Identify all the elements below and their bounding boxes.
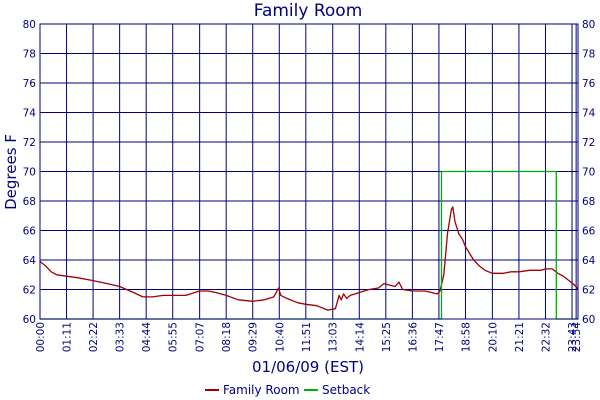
chart-title: Family Room [254,1,363,21]
y-tick-label: 62 [23,285,36,297]
y-tick-label: 66 [23,226,37,238]
legend-label: Setback [322,383,370,397]
x-tick-label: 05:55 [168,322,180,352]
y-tick-label: 78 [23,49,36,61]
y-tick-label-right: 78 [582,49,595,61]
y-tick-label: 80 [23,19,36,31]
y-tick-label: 70 [23,167,36,179]
x-tick-label: 23:54 [571,322,583,353]
y-tick-label-right: 60 [582,314,595,326]
y-tick-label-right: 80 [582,19,595,31]
legend-label: Family Room [223,383,300,397]
x-tick-label: 20:10 [487,322,499,352]
y-tick-label: 76 [23,78,37,90]
x-axis-ticks: 00:00 01:11 02:22 03:33 04:44 05:55 07:07 08:18… [35,322,583,353]
y-axis-left-ticks: 60 62 64 66 68 70 72 74 76 78 80 [23,19,37,326]
y-tick-label-right: 66 [582,226,596,238]
y-tick-label-right: 68 [582,196,595,208]
x-tick-label: 04:44 [141,322,153,353]
x-tick-label: 10:40 [274,322,286,352]
x-tick-label: 18:58 [460,322,472,352]
y-tick-label: 72 [23,137,36,149]
x-tick-label: 08:18 [221,322,233,352]
y-tick-label-right: 62 [582,285,595,297]
x-tick-label: 15:25 [381,322,393,352]
x-tick-label: 00:00 [35,322,47,352]
y-axis-title: Degrees F [2,134,20,210]
y-tick-label-right: 74 [582,108,596,120]
y-tick-label-right: 64 [582,255,596,267]
x-tick-label: 21:21 [514,322,526,352]
y-tick-label-right: 70 [582,167,595,179]
x-tick-label: 03:33 [115,322,127,352]
x-tick-label: 02:22 [88,322,100,352]
y-tick-label: 74 [23,108,37,120]
x-axis-title: 01/06/09 (EST) [252,358,364,376]
x-tick-label: 17:47 [434,322,446,352]
series-line-family-room [39,206,579,311]
y-axis-right-ticks: 60 62 64 66 68 70 72 74 76 78 80 [582,19,596,326]
x-tick-label: 09:29 [248,322,260,352]
y-tick-label: 64 [23,255,37,267]
x-tick-label: 13:03 [328,322,340,352]
y-tick-label: 60 [23,314,36,326]
y-tick-label: 68 [23,196,36,208]
x-tick-label: 14:14 [354,322,366,353]
x-tick-label: 23:43 [567,322,579,352]
y-tick-label-right: 76 [582,78,596,90]
x-tick-label: 07:07 [195,322,207,352]
legend: Family Room Setback [205,383,370,397]
x-tick-label: 16:36 [407,322,419,353]
x-tick-label: 22:32 [540,322,552,352]
x-tick-label: 01:11 [62,322,74,352]
x-tick-label: 11:51 [301,322,313,352]
plot-frame [39,23,579,320]
y-tick-label-right: 72 [582,137,595,149]
